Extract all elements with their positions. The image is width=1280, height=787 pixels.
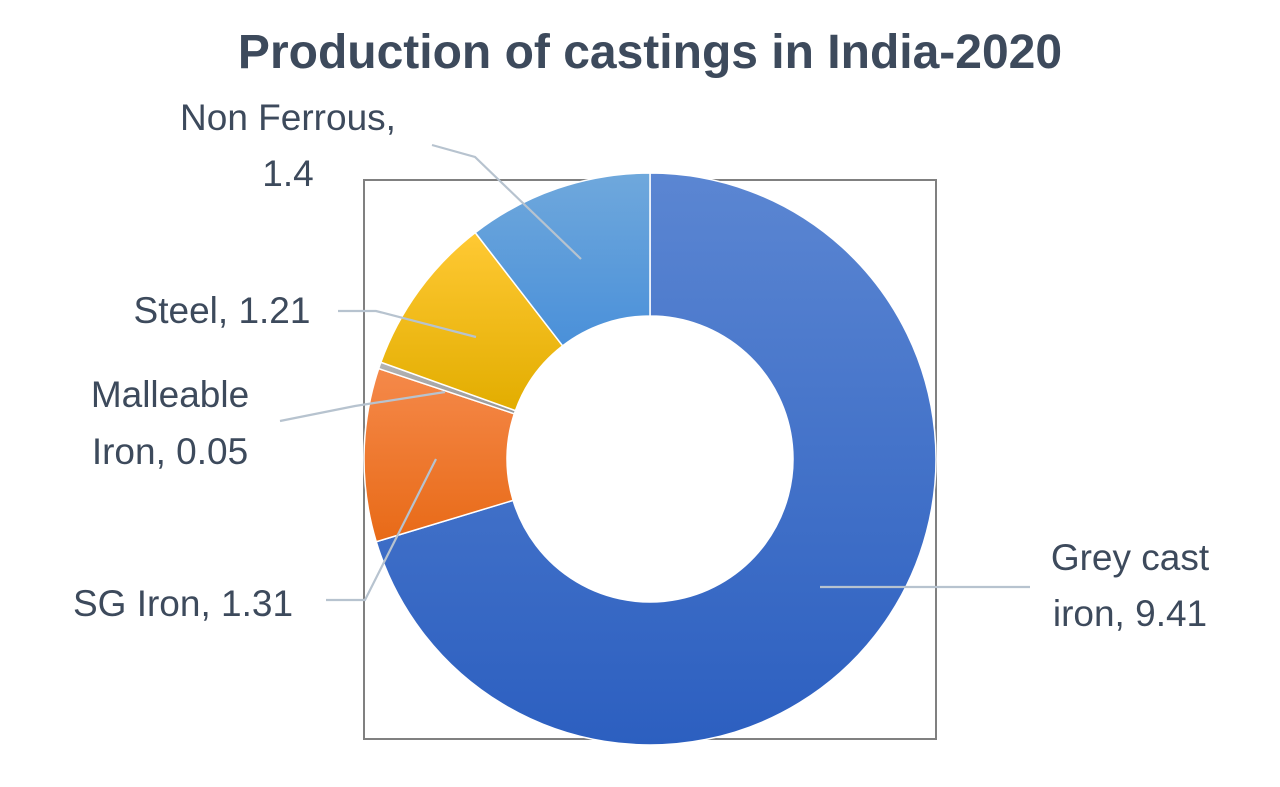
data-label-malleable-iron: Malleable Iron, 0.05: [91, 374, 249, 472]
data-label-sg-iron: SG Iron, 1.31: [73, 583, 293, 624]
slice-non-ferrous: [474, 172, 651, 347]
leader-line-sg-iron: [326, 458, 437, 602]
slice-grey-cast-iron: [375, 172, 937, 746]
chart-title: Production of castings in India-2020: [238, 26, 1062, 79]
slices-group: [363, 172, 937, 746]
leader-line-non-ferrous: [431, 143, 582, 260]
leader-lines-group: [279, 143, 1030, 602]
data-label-steel: Steel, 1.21: [134, 290, 311, 331]
leader-line-malleable-iron: [279, 390, 446, 423]
data-label-non-ferrous: Non Ferrous, 1.4: [180, 97, 396, 194]
data-label-grey-cast-iron: Grey cast iron, 9.41: [1051, 537, 1210, 634]
data-labels-group: Grey cast iron, 9.41 SG Iron, 1.31 Malleabl…: [73, 97, 1210, 634]
leader-line-steel: [338, 309, 477, 339]
